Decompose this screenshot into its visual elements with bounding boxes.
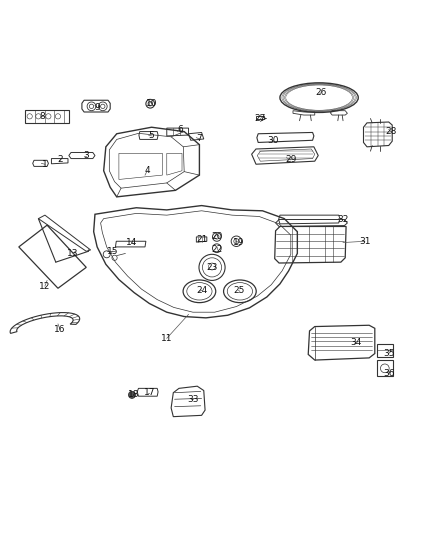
Text: 3: 3 [83, 151, 89, 160]
Text: 29: 29 [285, 156, 297, 164]
Text: 19: 19 [233, 238, 244, 247]
Text: 20: 20 [211, 232, 223, 241]
Text: 31: 31 [359, 237, 371, 246]
Text: 27: 27 [254, 114, 266, 123]
Text: 9: 9 [94, 103, 100, 112]
Text: 36: 36 [383, 369, 395, 377]
Text: 17: 17 [144, 388, 155, 397]
Text: 30: 30 [268, 136, 279, 145]
Text: 5: 5 [148, 132, 155, 140]
Text: 24: 24 [196, 286, 207, 295]
Text: 25: 25 [233, 286, 244, 295]
Text: 21: 21 [197, 235, 208, 244]
Text: 23: 23 [207, 263, 218, 272]
Text: 26: 26 [316, 88, 327, 97]
Text: 13: 13 [67, 249, 79, 258]
Text: 6: 6 [177, 125, 183, 134]
Text: 16: 16 [54, 325, 66, 334]
Circle shape [128, 391, 135, 398]
Text: 12: 12 [39, 281, 51, 290]
Text: 33: 33 [187, 395, 199, 403]
Text: 11: 11 [161, 334, 173, 343]
Text: 2: 2 [57, 156, 63, 164]
Text: 22: 22 [211, 245, 223, 254]
Text: 34: 34 [350, 338, 362, 347]
Text: 4: 4 [145, 166, 150, 175]
Text: 18: 18 [128, 390, 140, 399]
Text: 14: 14 [126, 238, 138, 247]
Text: 32: 32 [337, 215, 349, 224]
Text: 15: 15 [106, 247, 118, 256]
Text: 1: 1 [42, 160, 48, 169]
Text: 28: 28 [385, 127, 396, 136]
Text: 7: 7 [197, 134, 202, 143]
Text: 8: 8 [40, 112, 46, 121]
Text: 10: 10 [146, 99, 157, 108]
Text: 35: 35 [383, 349, 395, 358]
